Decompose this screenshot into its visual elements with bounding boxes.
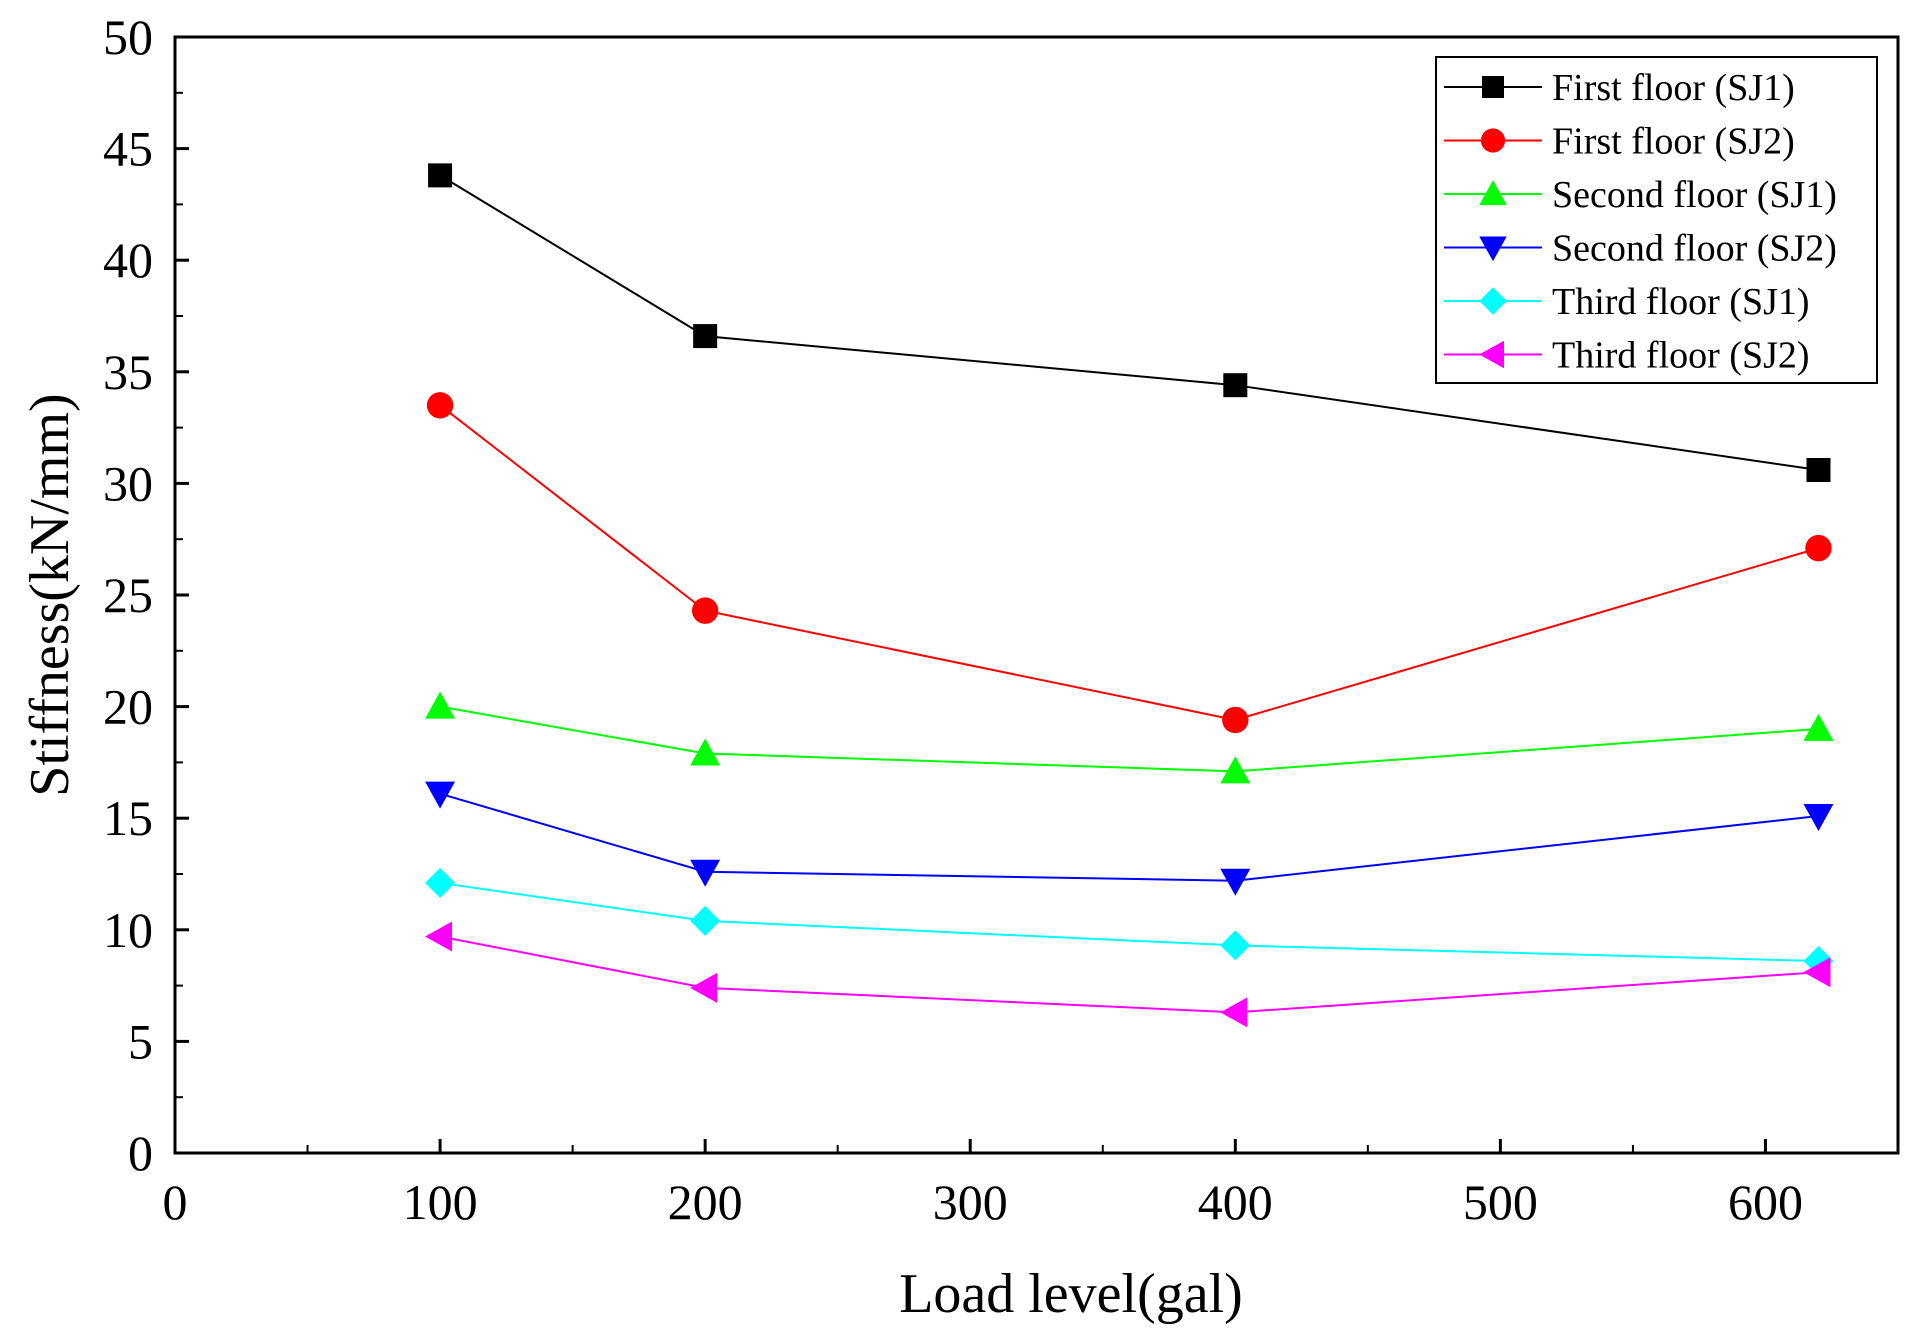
series-line [439, 881, 1819, 963]
x-tick-label: 100 [403, 1174, 478, 1230]
data-point [1220, 930, 1251, 961]
y-tick-label: 10 [103, 902, 153, 958]
y-tick-label: 0 [128, 1125, 153, 1181]
data-point [425, 867, 456, 898]
legend-item: Third floor (SJ2) [1444, 335, 1810, 377]
series-line [439, 705, 1819, 773]
y-tick-label: 40 [103, 232, 153, 288]
data-point [1220, 756, 1251, 784]
y-tick-label: 15 [103, 790, 153, 846]
data-point [690, 905, 721, 936]
data-point [690, 738, 721, 766]
legend-item: Third floor (SJ1) [1444, 281, 1810, 323]
y-axis-title: Stiffness(kN/mm) [19, 393, 81, 796]
data-point [1222, 706, 1249, 734]
series-3 [425, 691, 1834, 784]
legend-marker [1479, 180, 1507, 205]
series-layer [425, 163, 1834, 1028]
legend-label: First floor (SJ2) [1552, 121, 1795, 163]
series-2 [426, 392, 1832, 734]
y-tick-label: 20 [103, 679, 153, 735]
x-tick-label: 200 [668, 1174, 743, 1230]
data-point [690, 859, 721, 887]
x-tick-label: 0 [163, 1174, 188, 1230]
data-point [425, 691, 456, 719]
legend-label: Third floor (SJ2) [1552, 335, 1810, 377]
y-tick-label: 30 [103, 455, 153, 511]
legend-marker [1482, 76, 1504, 98]
x-tick-label: 500 [1463, 1174, 1538, 1230]
data-point [1806, 458, 1831, 483]
legend-item: Second floor (SJ1) [1444, 174, 1837, 216]
legend-marker [1479, 340, 1504, 369]
legend-item: Second floor (SJ2) [1444, 228, 1837, 270]
y-tick-label: 50 [103, 9, 153, 65]
x-tick-label: 300 [933, 1174, 1008, 1230]
data-point [425, 781, 456, 809]
data-point [690, 972, 718, 1003]
data-point [426, 392, 454, 419]
y-tick-label: 45 [103, 121, 153, 177]
series-line [439, 174, 1819, 471]
data-point [691, 597, 719, 624]
data-point [1803, 713, 1834, 741]
series-5 [425, 867, 1834, 977]
x-tick-label: 600 [1728, 1174, 1803, 1230]
y-tick-label: 35 [103, 344, 153, 400]
legend-marker [1479, 236, 1507, 262]
legend-item: First floor (SJ1) [1444, 67, 1795, 109]
data-point [1803, 957, 1831, 988]
legend-marker [1479, 287, 1507, 315]
legend-marker [1480, 128, 1506, 153]
legend-item: First floor (SJ2) [1444, 121, 1795, 163]
y-tick-label: 5 [128, 1013, 153, 1069]
y-tick-label: 25 [103, 567, 153, 623]
legend-label: Second floor (SJ1) [1552, 174, 1837, 216]
legend-label: Third floor (SJ1) [1552, 281, 1810, 323]
series-4 [425, 781, 1834, 896]
data-point [1220, 868, 1251, 896]
data-point [425, 921, 453, 952]
data-point [1803, 803, 1834, 831]
x-axis-title: Load level(gal) [899, 1263, 1243, 1325]
data-point [1220, 997, 1248, 1028]
legend-box [1435, 56, 1878, 384]
series-line [439, 935, 1819, 1014]
data-point [1805, 534, 1832, 562]
series-line [439, 404, 1819, 722]
data-point [1223, 373, 1248, 398]
x-axis: 0 100 200 300 400 500 600 [163, 1139, 1803, 1230]
legend: First floor (SJ1) First floor (SJ2) Second… [1435, 56, 1878, 384]
series-6 [425, 921, 1831, 1028]
legend-label: First floor (SJ1) [1552, 67, 1795, 109]
data-point [693, 324, 718, 349]
x-tick-label: 400 [1198, 1174, 1273, 1230]
legend-label: Second floor (SJ2) [1552, 228, 1837, 270]
series-line [439, 792, 1819, 882]
series-1 [428, 163, 1831, 483]
data-point [428, 163, 453, 188]
y-axis: 0 5 10 15 20 25 30 35 40 45 50 [103, 9, 189, 1181]
